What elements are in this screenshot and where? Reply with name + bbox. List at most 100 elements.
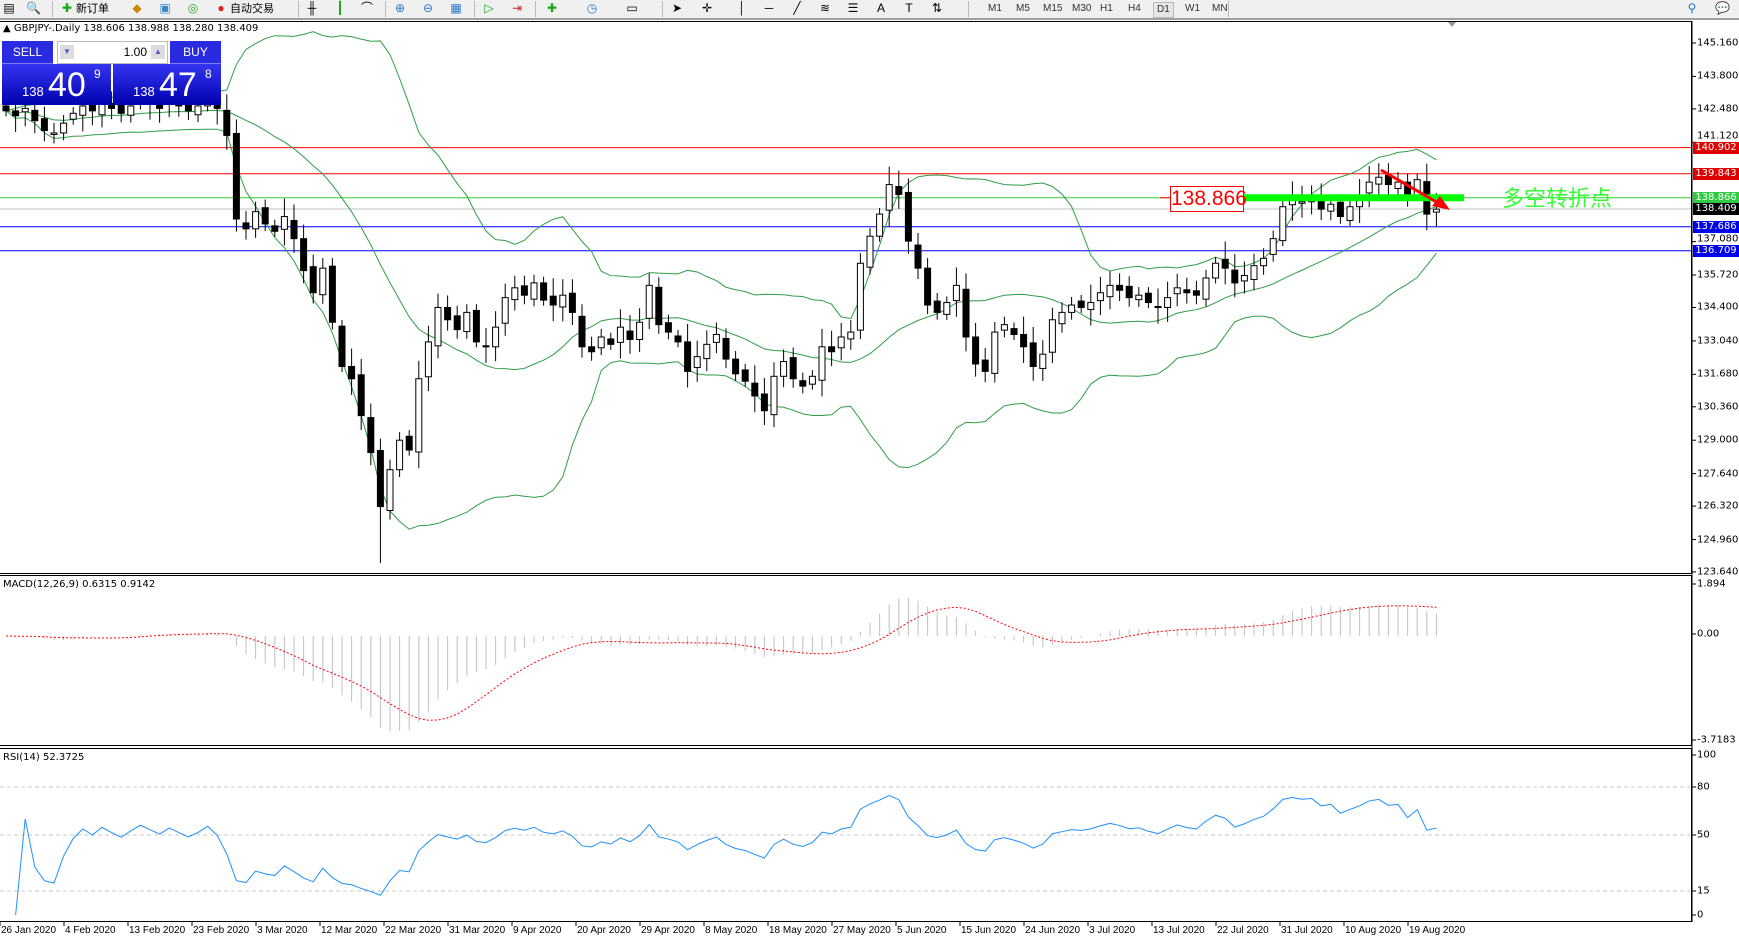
candle-bear	[933, 300, 941, 313]
fibonacci-icon[interactable]: ≋	[819, 1, 831, 15]
candle-bear	[40, 118, 48, 132]
fibo-lines-icon[interactable]: ☰	[847, 1, 859, 15]
macd-pane[interactable]	[0, 575, 1692, 746]
crosshair-icon[interactable]: ✛	[701, 1, 713, 15]
price-plot	[0, 31, 1691, 564]
candle-bear	[223, 109, 231, 136]
timeframe-m5[interactable]: M5	[1016, 3, 1030, 14]
rsi-line	[15, 794, 1437, 916]
periods-icon[interactable]: ◷	[586, 1, 598, 15]
buy-button[interactable]: BUY	[170, 41, 221, 64]
price-tick-label: 133.040	[1697, 335, 1739, 347]
date-label: 19 Aug 2020	[1409, 925, 1466, 936]
candle-bull	[616, 326, 624, 343]
candle-bear	[482, 345, 490, 348]
volume-value[interactable]: 1.00	[123, 45, 147, 59]
price-annotation-label[interactable]: 138.866	[1170, 186, 1247, 212]
candle-bear	[789, 357, 797, 380]
search-icon[interactable]: ⚲	[1687, 1, 1697, 15]
auto-trading-icon[interactable]: ●	[217, 1, 225, 15]
date-label: 24 Jun 2020	[1025, 925, 1081, 936]
candle-bear	[261, 207, 269, 225]
chat-icon[interactable]: 💬	[1715, 1, 1730, 15]
candle-bear	[549, 295, 557, 306]
candle-bull	[712, 334, 720, 343]
cursor-icon[interactable]: ➤	[671, 1, 683, 15]
candle-bull	[1269, 238, 1277, 255]
zoom-out-icon[interactable]: ⊖	[422, 1, 434, 15]
tile-windows-icon[interactable]: ▦	[450, 1, 462, 15]
new-order-button[interactable]: 新订单	[76, 3, 109, 15]
volume-field[interactable]: ▼ 1.00 ▲	[57, 41, 168, 64]
date-label: 13 Jul 2020	[1153, 925, 1205, 936]
price-tick-label: 131.680	[1697, 368, 1739, 380]
ask-price-box[interactable]: 138 47 8	[113, 64, 221, 105]
vertical-line-icon[interactable]: │	[738, 1, 746, 15]
price-tick-label: 123.640	[1697, 566, 1739, 578]
templates-icon[interactable]: ▭	[626, 1, 638, 15]
candle-bull	[770, 375, 778, 416]
bollinger-upper	[5, 31, 1437, 320]
timeframe-m15[interactable]: M15	[1043, 3, 1063, 14]
line-chart-icon[interactable]: ⌒	[360, 1, 373, 15]
candle-bull	[69, 112, 77, 120]
rsi-tick-label: 15	[1697, 885, 1710, 897]
text-icon[interactable]: A	[876, 1, 885, 15]
candle-bull	[252, 211, 260, 230]
zoom-doc-icon[interactable]: 🔍	[26, 1, 41, 15]
price-chart-pane[interactable]	[0, 21, 1692, 574]
candle-bull	[415, 378, 423, 453]
candle-bull	[1298, 201, 1306, 204]
candle-bear	[328, 265, 336, 323]
candle-bear	[895, 186, 903, 195]
indicators-icon[interactable]: ✚	[546, 1, 558, 15]
timeframe-d1[interactable]: D1	[1153, 2, 1174, 18]
chart-shift-icon[interactable]: ⇥	[511, 1, 523, 15]
volume-down-icon[interactable]: ▼	[60, 45, 74, 59]
timeframe-h4[interactable]: H4	[1128, 3, 1141, 14]
autoscroll-icon[interactable]: ▷	[484, 1, 494, 15]
ask-pip: 8	[205, 67, 212, 81]
date-label: 18 May 2020	[769, 925, 827, 936]
auto-trading-button[interactable]: 自动交易	[230, 3, 274, 15]
candle-bull	[1173, 287, 1181, 295]
arrows-icon[interactable]: ⇅	[931, 1, 943, 15]
volume-up-icon[interactable]: ▲	[151, 45, 165, 59]
candle-bear	[904, 191, 912, 242]
new-order-icon[interactable]: ✚	[61, 1, 73, 15]
trendline-icon[interactable]: ╱	[793, 1, 801, 15]
bar-chart-icon[interactable]: ╫	[307, 1, 317, 15]
candle-bull	[511, 287, 519, 301]
signal-icon[interactable]: ◎	[187, 1, 199, 15]
sell-button[interactable]: SELL	[2, 41, 53, 64]
navigator-icon[interactable]: ▣	[159, 1, 171, 15]
date-label: 31 Mar 2020	[449, 925, 506, 936]
candle-bear	[626, 330, 634, 340]
rsi-label: RSI(14) 52.3725	[3, 752, 85, 763]
bid-price-box[interactable]: 138 40 9	[2, 64, 111, 105]
candle-bear	[1221, 258, 1229, 269]
candle-bear	[1192, 290, 1200, 296]
timeframe-w1[interactable]: W1	[1185, 3, 1200, 14]
timeframe-h1[interactable]: H1	[1100, 3, 1113, 14]
candlestick-icon[interactable]: ┃	[336, 1, 344, 15]
horizontal-line-icon[interactable]: ─	[764, 1, 774, 15]
timeframe-mn[interactable]: MN	[1212, 3, 1228, 14]
candle-bull	[645, 284, 653, 319]
candle-bear	[405, 435, 413, 451]
timeframe-m30[interactable]: M30	[1072, 3, 1092, 14]
price-tag-137.686: 137.686	[1693, 220, 1739, 233]
candle-bull	[636, 321, 644, 340]
date-label: 22 Jul 2020	[1217, 925, 1269, 936]
zoom-in-icon[interactable]: ⊕	[394, 1, 406, 15]
annotation-text[interactable]: 多空转折点	[1502, 187, 1613, 212]
candle-bull	[1394, 181, 1402, 190]
candle-bear	[751, 382, 759, 397]
candle-bull	[1106, 284, 1114, 298]
candle-bear	[376, 450, 384, 508]
market-watch-icon[interactable]: ◆	[132, 1, 142, 15]
document-icon[interactable]: ▤	[3, 1, 15, 15]
timeframe-m1[interactable]: M1	[988, 3, 1002, 14]
text-label-icon[interactable]: T	[905, 1, 913, 15]
